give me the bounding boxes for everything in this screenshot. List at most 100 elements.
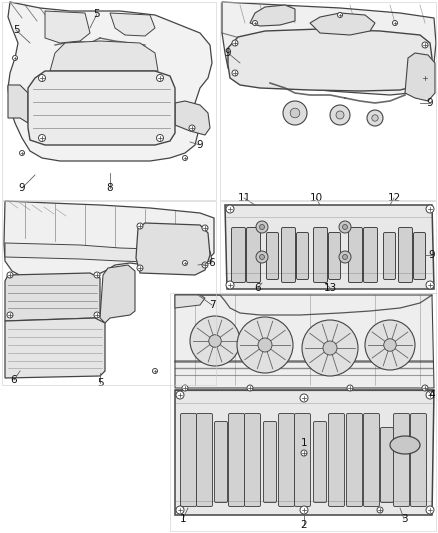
Bar	[170, 293, 436, 531]
Text: 6: 6	[254, 283, 261, 293]
Circle shape	[339, 251, 351, 263]
Circle shape	[426, 391, 434, 399]
Circle shape	[365, 320, 415, 370]
FancyBboxPatch shape	[364, 414, 379, 506]
FancyBboxPatch shape	[197, 414, 212, 506]
Text: 8: 8	[107, 183, 113, 193]
Circle shape	[247, 385, 253, 391]
Polygon shape	[110, 13, 155, 36]
Polygon shape	[225, 205, 434, 289]
Text: 2: 2	[301, 520, 307, 530]
Circle shape	[94, 272, 100, 278]
Circle shape	[183, 156, 187, 160]
Circle shape	[426, 506, 434, 514]
Polygon shape	[175, 101, 210, 135]
FancyBboxPatch shape	[297, 232, 308, 279]
Text: 9: 9	[197, 140, 203, 150]
FancyBboxPatch shape	[266, 232, 279, 279]
Text: 1: 1	[301, 438, 307, 448]
Circle shape	[189, 125, 195, 131]
FancyBboxPatch shape	[247, 228, 261, 282]
Circle shape	[237, 317, 293, 373]
Bar	[2, 201, 216, 385]
Polygon shape	[4, 201, 214, 285]
Polygon shape	[175, 295, 205, 308]
Bar	[2, 2, 216, 200]
Circle shape	[339, 221, 351, 233]
Text: 5: 5	[13, 25, 19, 35]
Circle shape	[94, 312, 100, 318]
Polygon shape	[250, 5, 295, 26]
Text: 11: 11	[237, 193, 251, 203]
Circle shape	[39, 134, 46, 141]
Circle shape	[256, 221, 268, 233]
Circle shape	[426, 205, 434, 213]
Text: 9: 9	[429, 250, 435, 260]
Text: 6: 6	[11, 375, 18, 385]
Bar	[220, 2, 436, 200]
Polygon shape	[5, 273, 100, 321]
Circle shape	[202, 225, 208, 231]
Text: 12: 12	[387, 193, 401, 203]
FancyBboxPatch shape	[282, 228, 296, 282]
Circle shape	[232, 70, 238, 76]
Polygon shape	[228, 29, 432, 91]
Text: 9: 9	[427, 98, 433, 108]
Text: 6: 6	[208, 258, 215, 268]
Polygon shape	[8, 85, 28, 123]
Circle shape	[377, 507, 383, 513]
Polygon shape	[50, 41, 158, 71]
Circle shape	[190, 316, 240, 366]
Polygon shape	[100, 265, 135, 323]
Circle shape	[336, 111, 344, 119]
Polygon shape	[5, 318, 105, 378]
Circle shape	[7, 312, 13, 318]
Text: 9: 9	[19, 183, 25, 193]
Circle shape	[182, 385, 188, 391]
Circle shape	[226, 281, 234, 289]
FancyBboxPatch shape	[294, 414, 311, 506]
FancyBboxPatch shape	[349, 228, 363, 282]
Circle shape	[259, 254, 265, 260]
Circle shape	[137, 265, 143, 271]
Circle shape	[384, 339, 396, 351]
Circle shape	[392, 20, 398, 26]
Circle shape	[20, 150, 25, 156]
FancyBboxPatch shape	[328, 232, 340, 279]
Circle shape	[202, 262, 208, 268]
Text: 10: 10	[309, 193, 322, 203]
Circle shape	[183, 261, 187, 265]
Text: 5: 5	[97, 378, 103, 388]
Circle shape	[426, 281, 434, 289]
FancyBboxPatch shape	[244, 414, 261, 506]
Polygon shape	[175, 390, 434, 515]
Circle shape	[256, 251, 268, 263]
Polygon shape	[28, 71, 175, 145]
Bar	[2, 201, 216, 385]
Text: 5: 5	[94, 9, 100, 19]
FancyBboxPatch shape	[328, 414, 345, 506]
Bar	[220, 2, 436, 200]
Text: 7: 7	[208, 300, 215, 310]
Circle shape	[39, 75, 46, 82]
Bar	[170, 293, 436, 531]
FancyBboxPatch shape	[232, 228, 246, 282]
Circle shape	[13, 55, 18, 61]
Circle shape	[152, 368, 158, 374]
FancyBboxPatch shape	[180, 414, 197, 506]
Ellipse shape	[390, 436, 420, 454]
Circle shape	[422, 75, 428, 81]
Circle shape	[283, 101, 307, 125]
FancyBboxPatch shape	[229, 414, 244, 506]
Bar	[220, 201, 436, 293]
FancyBboxPatch shape	[314, 228, 328, 282]
Circle shape	[301, 450, 307, 456]
Circle shape	[258, 338, 272, 352]
Circle shape	[156, 75, 163, 82]
Text: 1: 1	[180, 514, 186, 524]
Circle shape	[156, 134, 163, 141]
FancyBboxPatch shape	[381, 427, 393, 503]
FancyBboxPatch shape	[393, 414, 410, 506]
Circle shape	[302, 320, 358, 376]
Text: 3: 3	[401, 514, 407, 524]
